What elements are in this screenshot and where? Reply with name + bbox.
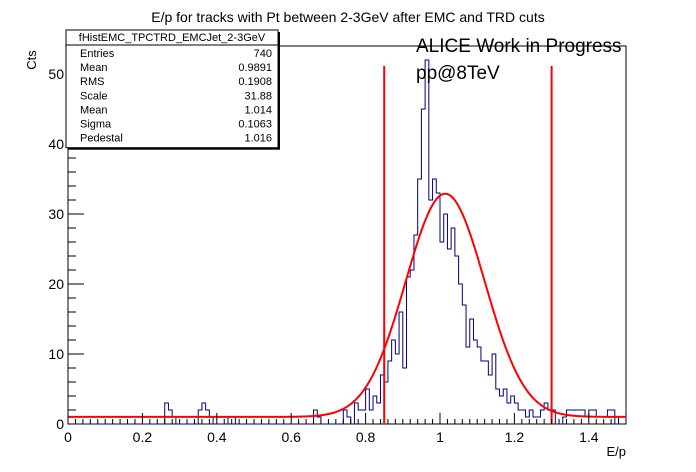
x-tick-label: 0 — [64, 429, 72, 445]
stats-box-title: fHistEMC_TPCTRD_EMCJet_2-3GeV — [79, 32, 266, 44]
stats-row-label: Pedestal — [80, 133, 123, 145]
annotation-alice: ALICE Work in Progress — [416, 36, 622, 57]
x-axis: 0 0.2 0.4 0.6 0.8 1 1.2 1.4 — [64, 413, 627, 445]
y-axis-label: Cts — [24, 50, 39, 70]
stats-row-value: 0.1908 — [238, 76, 272, 88]
x-tick-label: 0.2 — [133, 429, 153, 445]
y-tick-label: 30 — [48, 206, 64, 222]
fit-curve-group — [68, 192, 626, 418]
x-tick-label: 1.2 — [505, 429, 525, 445]
x-tick-label: 1.4 — [579, 429, 599, 445]
stats-row-label: Entries — [80, 48, 115, 60]
y-tick-label: 20 — [48, 276, 64, 292]
stats-row-value: 0.1063 — [238, 119, 272, 131]
x-tick-label: 0.8 — [356, 429, 376, 445]
chart-title: E/p for tracks with Pt between 2-3GeV af… — [151, 9, 544, 25]
y-axis: 0 10 20 30 40 50 — [48, 45, 84, 432]
stats-row-value: 0.9891 — [238, 62, 272, 74]
stats-row-value: 31.88 — [244, 90, 272, 102]
plot-frame-rect — [67, 45, 627, 425]
stats-row-label: Scale — [80, 90, 108, 102]
stats-row-value: 740 — [254, 48, 272, 60]
x-tick-label: 0.4 — [207, 429, 227, 445]
cut-lines — [383, 66, 553, 424]
annotation-energy: pp@8TeV — [416, 63, 500, 84]
stats-row-label: Mean — [80, 62, 108, 74]
histogram-series — [68, 59, 627, 425]
y-tick-label: 50 — [48, 66, 64, 82]
stats-row-label: RMS — [80, 76, 104, 88]
stats-row-label: Sigma — [80, 119, 112, 131]
y-tick-label: 10 — [48, 346, 64, 362]
y-tick-label: 0 — [56, 416, 64, 432]
histogram-outline — [68, 59, 627, 425]
x-tick-label: 1 — [436, 429, 444, 445]
stats-box: fHistEMC_TPCTRD_EMCJet_2-3GeV Entries 740 M… — [65, 29, 280, 150]
fit-curve — [68, 192, 626, 418]
x-axis-label: E/p — [606, 444, 626, 459]
stats-row-label: Mean — [80, 104, 108, 116]
y-tick-label: 40 — [48, 136, 64, 152]
stats-box-frame — [65, 29, 279, 149]
plot-frame — [67, 45, 627, 425]
x-tick-label: 0.6 — [281, 429, 301, 445]
stats-row-value: 1.014 — [244, 104, 272, 116]
stats-row-value: 1.016 — [244, 133, 272, 145]
